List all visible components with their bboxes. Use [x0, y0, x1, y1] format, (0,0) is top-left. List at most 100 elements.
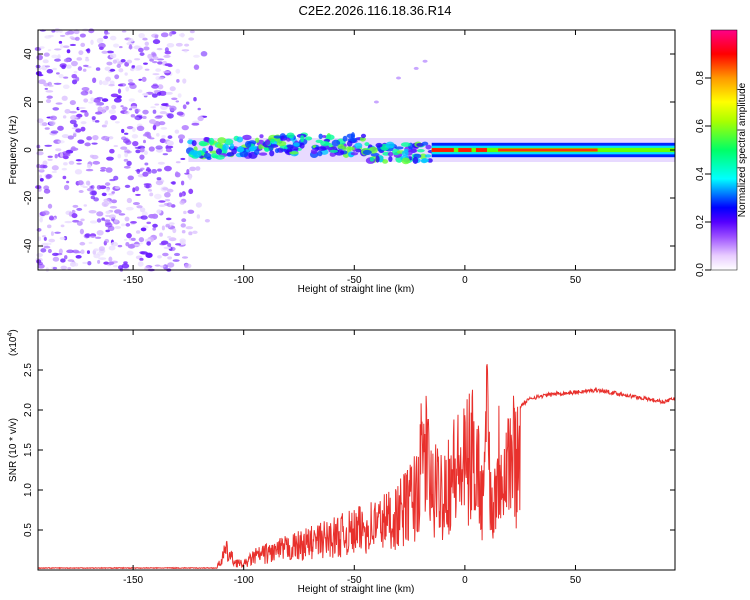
noise-blob: [86, 163, 92, 169]
noise-blob: [46, 68, 54, 74]
noise-blob: [167, 256, 173, 260]
noise-blob: [164, 50, 172, 55]
noise-blob: [144, 41, 149, 46]
band-blob: [215, 148, 223, 155]
noise-blob: [164, 63, 172, 67]
noise-blob: [106, 61, 113, 66]
noise-blob: [59, 236, 66, 240]
noise-blob: [51, 170, 57, 174]
noise-blob: [123, 165, 131, 169]
noise-blob: [93, 248, 99, 252]
noise-blob: [139, 257, 144, 261]
noise-blob: [154, 115, 163, 119]
noise-blob: [156, 133, 160, 137]
noise-blob: [189, 166, 197, 172]
noise-blob: [87, 261, 92, 266]
noise-blob: [166, 202, 173, 208]
noise-blob: [139, 52, 145, 56]
noise-blob: [62, 84, 70, 90]
noise-blob: [159, 232, 163, 237]
band-blob: [191, 140, 197, 147]
noise-blob: [80, 249, 85, 255]
band-blob: [229, 143, 235, 150]
noise-blob: [180, 157, 186, 161]
noise-blob: [94, 120, 100, 123]
noise-blob: [37, 74, 44, 77]
band-blob: [337, 144, 345, 149]
noise-blob: [137, 89, 143, 93]
noise-blob: [142, 139, 147, 144]
band-blob: [421, 141, 429, 146]
noise-blob: [48, 84, 54, 88]
noise-blob: [63, 162, 68, 166]
x-tick-label: -150: [123, 575, 143, 586]
noise-blob: [125, 206, 134, 211]
noise-blob: [64, 108, 71, 114]
noise-blob: [110, 93, 119, 98]
noise-blob: [71, 127, 79, 130]
noise-blob: [140, 251, 148, 255]
noise-blob: [127, 78, 134, 83]
noise-blob: [58, 248, 63, 255]
noise-blob: [172, 227, 177, 234]
noise-blob: [39, 46, 45, 49]
noise-blob: [92, 134, 99, 141]
noise-blob: [186, 169, 190, 174]
band-blob: [208, 137, 215, 145]
band-blob: [412, 156, 419, 164]
noise-blob: [69, 261, 77, 267]
noise-blob: [101, 217, 105, 221]
noise-blob: [166, 140, 174, 146]
noise-blob: [169, 105, 177, 112]
noise-blob: [60, 224, 65, 228]
noise-blob: [195, 202, 202, 208]
noise-blob: [110, 241, 119, 247]
noise-blob: [79, 33, 86, 38]
noise-blob: [109, 148, 115, 154]
noise-blob: [189, 30, 195, 34]
band-blob: [248, 146, 255, 152]
band-blob: [419, 153, 427, 160]
noise-blob: [103, 35, 109, 40]
noise-blob: [187, 209, 195, 214]
noise-blob: [42, 210, 50, 216]
noise-blob: [75, 254, 82, 259]
noise-blob: [89, 90, 93, 95]
noise-blob: [161, 103, 168, 107]
noise-blob: [101, 106, 109, 112]
noise-blob: [124, 152, 129, 158]
noise-blob: [69, 43, 77, 47]
snr-y-label: SNR (10 * v/v): [8, 418, 19, 482]
spectrogram-y-label: Frequency (Hz): [8, 116, 19, 185]
noise-blob: [88, 235, 97, 238]
noise-blob: [119, 45, 123, 49]
colorbar-tick-label: 0.0: [695, 263, 706, 277]
noise-blob: [127, 38, 134, 43]
noise-blob: [105, 214, 111, 218]
noise-blob: [77, 107, 86, 110]
noise-blob: [39, 167, 44, 171]
noise-blob: [162, 241, 167, 244]
noise-blob: [158, 76, 165, 80]
harmonic-blob: [373, 100, 379, 104]
noise-blob: [111, 191, 116, 194]
noise-blob: [36, 151, 44, 156]
band-blob: [264, 139, 271, 146]
noise-blob: [179, 138, 184, 144]
noise-blob: [104, 238, 110, 244]
band-blob: [286, 137, 291, 142]
noise-blob: [142, 92, 149, 96]
y-tick-label: 0: [23, 147, 34, 153]
noise-blob: [36, 228, 42, 232]
noise-blob: [86, 136, 93, 141]
noise-blob: [64, 220, 73, 224]
noise-blob: [98, 257, 107, 260]
noise-blob: [107, 225, 115, 232]
y-tick-label: 40: [23, 48, 34, 60]
noise-blob: [76, 162, 82, 165]
noise-blob: [127, 175, 134, 181]
noise-blob: [83, 98, 89, 103]
band-blob: [346, 133, 355, 139]
band-blob: [236, 146, 244, 153]
noise-blob: [104, 136, 109, 142]
